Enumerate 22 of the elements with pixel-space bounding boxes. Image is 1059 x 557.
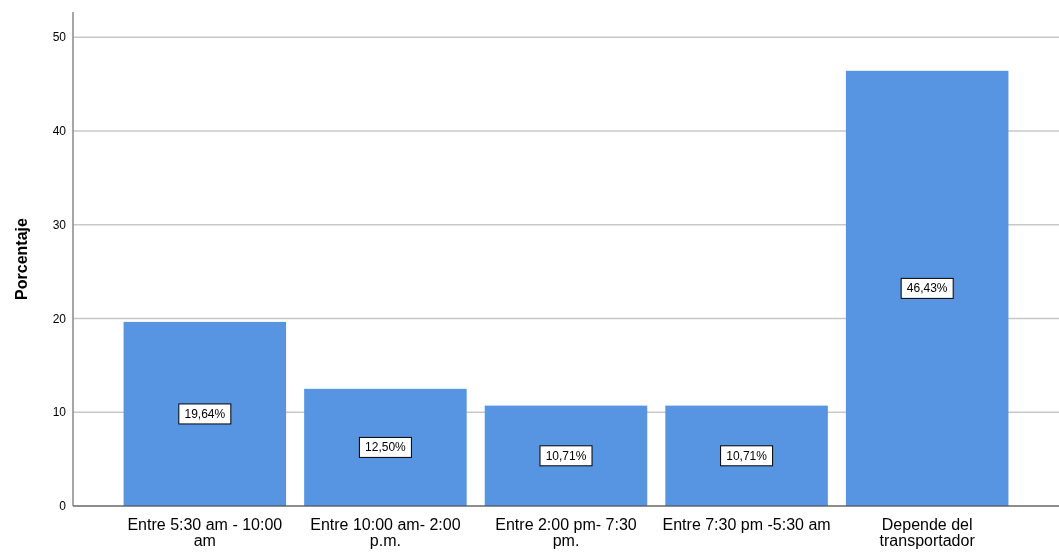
x-tick-label: Entre 5:30 am - 10:00 am (127, 516, 283, 549)
x-tick-label: Entre 2:00 pm- 7:30 pm. (495, 516, 637, 549)
y-tick-label: 30 (52, 217, 67, 232)
bar (665, 405, 828, 506)
y-tick-label: 10 (52, 405, 67, 420)
bar (304, 388, 467, 506)
y-tick-label: 0 (59, 499, 67, 513)
bar (845, 70, 1009, 506)
bar (484, 405, 648, 506)
x-tick-label: Entre 7:30 pm -5:30 am (662, 516, 831, 533)
data-label: 19,64% (184, 406, 226, 421)
y-tick-label: 40 (52, 124, 67, 139)
x-tick-label: Depende del transportador (879, 516, 976, 549)
x-tick-label: Entre 10:00 am- 2:00 p.m. (310, 516, 461, 549)
data-label: 10,71% (726, 448, 768, 463)
y-tick-label: 50 (52, 30, 67, 45)
data-label: 10,71% (545, 448, 587, 463)
bar (123, 321, 287, 506)
y-axis-title: Porcentaje (13, 217, 30, 300)
data-label: 46,43% (906, 281, 948, 296)
y-tick-label: 20 (52, 311, 67, 326)
data-label: 12,50% (365, 440, 407, 455)
